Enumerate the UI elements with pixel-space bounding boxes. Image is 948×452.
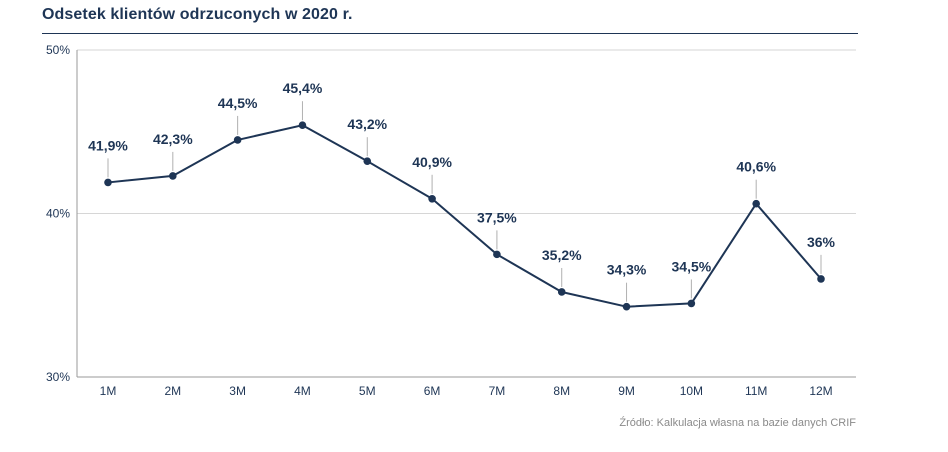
x-tick-label: 6M [424,384,441,398]
data-label: 44,5% [218,95,258,111]
data-label: 42,3% [153,131,193,147]
data-point [169,172,177,180]
x-tick-label: 8M [553,384,570,398]
data-label: 40,6% [736,159,776,175]
y-tick-label: 30% [46,370,70,384]
x-tick-label: 4M [294,384,311,398]
x-tick-label: 12M [809,384,832,398]
y-tick-label: 40% [46,207,70,221]
data-point [752,199,760,208]
series-line [107,124,822,308]
data-label: 43,2% [347,116,387,132]
x-tick-label: 5M [359,384,376,398]
x-tick-label: 2M [164,384,181,398]
x-tick-label: 10M [680,384,703,398]
data-point [817,275,825,283]
data-point [493,250,501,259]
y-tick-label: 50% [46,43,70,57]
source-note: Źródło: Kalkulacja własna na bazie danyc… [619,417,856,429]
data-label: 35,2% [542,247,582,263]
x-tick-label: 9M [618,384,635,398]
data-point [298,121,307,130]
data-label: 41,9% [88,137,128,153]
data-label: 34,3% [607,262,647,278]
data-point [622,302,631,311]
data-point [557,288,566,296]
data-point [363,157,372,165]
data-point [687,299,696,308]
data-point [233,136,242,144]
data-label: 34,5% [672,258,712,274]
data-point [104,178,112,187]
data-label: 37,5% [477,209,517,225]
chart-title: Odsetek klientów odrzuconych w 2020 r. [42,6,353,23]
data-point [428,194,436,203]
x-tick-label: 11M [745,384,767,398]
x-tick-label: 3M [229,384,246,398]
data-label: 45,4% [283,80,323,96]
data-label: 40,9% [412,154,452,170]
data-label: 36% [807,234,836,250]
x-tick-label: 7M [489,384,506,398]
x-tick-label: 1M [100,384,117,398]
title-divider [42,33,858,34]
